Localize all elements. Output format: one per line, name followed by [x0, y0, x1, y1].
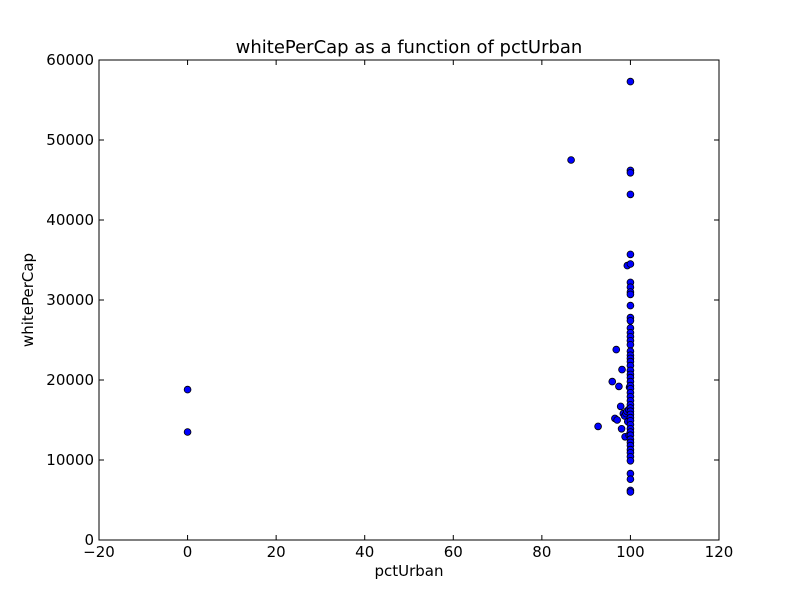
- data-point: [594, 422, 602, 431]
- data-point: [626, 169, 635, 177]
- data-point: [626, 301, 635, 310]
- x-tick-label: 120: [705, 543, 734, 561]
- data-point: [626, 250, 635, 259]
- x-tick-label: −20: [83, 543, 115, 561]
- x-tick-label: 80: [532, 543, 551, 561]
- data-point: [613, 416, 621, 424]
- data-point: [612, 345, 621, 354]
- data-point: [567, 156, 575, 164]
- data-point: [626, 316, 635, 325]
- y-tick-label: 20000: [46, 371, 94, 389]
- data-point: [626, 290, 635, 299]
- y-tick-label: 0: [84, 531, 94, 549]
- data-point: [615, 382, 623, 391]
- x-tick-label: 20: [267, 543, 286, 561]
- data-point: [626, 77, 635, 86]
- plot-area: [99, 60, 719, 540]
- x-axis-label: pctUrban: [374, 562, 443, 580]
- data-point: [183, 385, 192, 394]
- data-point: [626, 260, 635, 268]
- chart-title: whitePerCap as a function of pctUrban: [236, 37, 583, 58]
- data-point: [608, 377, 617, 386]
- data-point: [626, 340, 635, 349]
- x-tick-label: 0: [183, 543, 193, 561]
- x-tick-label: 40: [355, 543, 374, 561]
- y-tick-label: 50000: [46, 131, 94, 149]
- y-tick-label: 30000: [46, 291, 94, 309]
- x-tick-label: 100: [616, 543, 645, 561]
- y-tick-label: 40000: [46, 211, 94, 229]
- data-point: [617, 424, 626, 433]
- data-point: [626, 190, 635, 199]
- x-tick-label: 60: [444, 543, 463, 561]
- points-layer: [183, 77, 635, 496]
- data-point: [183, 428, 192, 436]
- data-point: [618, 365, 626, 374]
- y-tick-label: 10000: [46, 451, 94, 469]
- plot-frame: [98, 59, 720, 541]
- data-point: [616, 402, 625, 411]
- data-point: [626, 488, 635, 496]
- y-axis-label: whitePerCap: [19, 253, 37, 347]
- data-point: [626, 456, 635, 465]
- y-tick-label: 60000: [46, 51, 94, 69]
- data-point: [626, 475, 635, 484]
